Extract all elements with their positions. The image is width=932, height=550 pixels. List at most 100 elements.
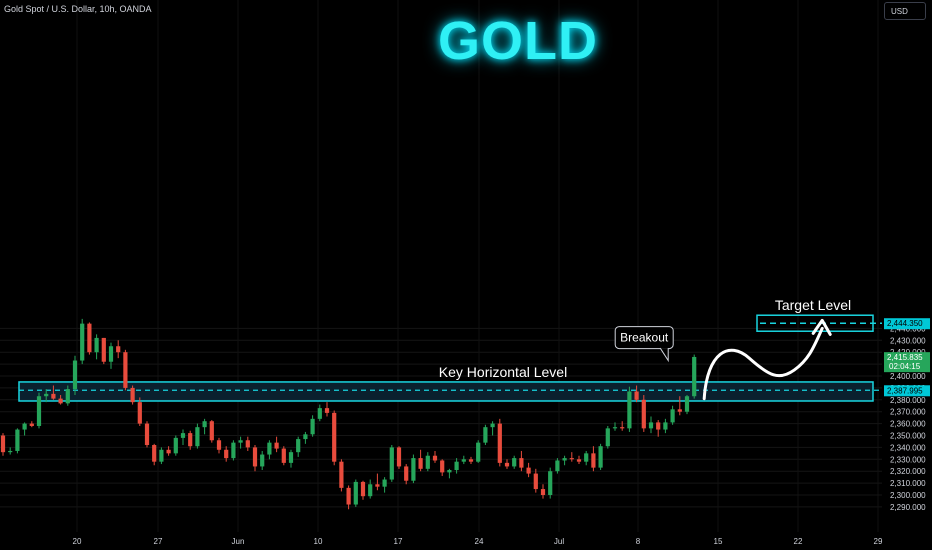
projection-arrow-path xyxy=(702,326,824,401)
candle-body xyxy=(447,470,452,473)
candle-body xyxy=(591,453,596,468)
candle-body xyxy=(418,458,423,469)
time-tick-label: 8 xyxy=(636,537,641,546)
candle-body xyxy=(555,460,560,472)
projection-arrowhead xyxy=(811,318,832,336)
candle-body xyxy=(152,445,157,462)
candle-body xyxy=(238,440,243,443)
time-tick-label: 29 xyxy=(874,537,883,546)
candle-body xyxy=(627,391,632,429)
candle-body xyxy=(648,422,654,429)
candle-body xyxy=(692,356,697,397)
breakout-callout-box xyxy=(614,326,674,350)
candle-body xyxy=(656,422,661,430)
candle-body xyxy=(94,337,99,353)
candle-body xyxy=(634,391,639,400)
candle-body xyxy=(346,487,351,505)
candle-body xyxy=(497,423,502,463)
candle-body xyxy=(641,399,646,429)
candle-body xyxy=(663,422,668,430)
candle-body xyxy=(310,418,315,435)
candle-body xyxy=(209,421,214,441)
candle-body xyxy=(224,449,229,459)
candle-body xyxy=(490,423,495,428)
candle-body xyxy=(252,447,258,467)
candle-body xyxy=(569,458,574,460)
candle-body xyxy=(36,396,42,426)
currency-selector[interactable]: USD xyxy=(884,2,926,20)
candle-body xyxy=(260,454,265,467)
candle-body xyxy=(202,421,207,428)
candle-body xyxy=(476,442,481,462)
price-tick-label: 2,300.000 xyxy=(890,491,926,500)
candle-body xyxy=(526,467,531,474)
breakout-label: Breakout xyxy=(620,331,669,345)
candle-body xyxy=(58,398,63,404)
candle-body xyxy=(87,323,92,353)
chart-headline: GOLD xyxy=(438,11,598,71)
target-price-tag-text: 2,444.350 xyxy=(887,319,923,328)
current-price-tag-text: 2,415.835 xyxy=(887,353,923,362)
key-level-price-tag-text: 2,387.995 xyxy=(887,386,923,395)
candle-body xyxy=(432,455,438,461)
breakout-callout-pointer xyxy=(659,347,669,363)
candle-body xyxy=(454,461,459,471)
price-tick-label: 2,340.000 xyxy=(890,443,926,452)
time-tick-label: 10 xyxy=(314,537,323,546)
candle-body xyxy=(245,440,250,448)
candle-body xyxy=(281,448,286,463)
current-price-tag: 2,415.835 02:04:15 xyxy=(884,352,930,373)
symbol-description[interactable]: Gold Spot / U.S. Dollar, 10h, OANDA xyxy=(4,4,152,14)
candle-body xyxy=(512,458,517,467)
candle-body xyxy=(288,452,294,463)
candle-body xyxy=(440,460,445,473)
candle-body xyxy=(670,409,675,423)
candle-body xyxy=(123,352,128,388)
candle-body xyxy=(504,462,510,467)
time-axis[interactable]: 20 27 Jun 10 17 24 Jul 8 15 22 29 xyxy=(73,537,883,546)
candle-body xyxy=(404,466,409,481)
candle-body xyxy=(137,402,142,424)
candle-body xyxy=(8,450,13,453)
price-tick-label: 2,400.000 xyxy=(890,372,926,381)
price-tick-label: 2,360.000 xyxy=(890,420,926,429)
candle-body xyxy=(130,387,135,403)
candle-body xyxy=(468,459,474,462)
candle-body xyxy=(65,389,70,404)
candle-body xyxy=(562,458,567,461)
candle-body xyxy=(44,393,49,397)
price-tick-label: 2,370.000 xyxy=(890,408,926,417)
target-level-label: Target Level xyxy=(775,297,851,313)
time-tick-label: 15 xyxy=(714,537,723,546)
candle-body xyxy=(620,427,625,429)
price-tick-label: 2,330.000 xyxy=(890,455,926,464)
candle-body xyxy=(598,446,603,468)
candle-body xyxy=(425,455,430,469)
candle-body xyxy=(173,437,178,454)
candle-body xyxy=(519,458,524,468)
candlestick-series xyxy=(0,318,697,510)
candle-body xyxy=(353,481,358,505)
candle-body xyxy=(296,439,301,453)
candle-body xyxy=(382,479,387,487)
candle-body xyxy=(0,435,6,453)
candle-body xyxy=(195,427,200,447)
candle-body xyxy=(396,447,402,467)
candle-body xyxy=(360,481,366,497)
candle-body xyxy=(274,442,279,449)
candle-body xyxy=(144,423,150,446)
time-tick-label: 22 xyxy=(794,537,803,546)
candle-body xyxy=(548,471,553,495)
price-tick-label: 2,310.000 xyxy=(890,479,926,488)
time-tick-label: Jul xyxy=(554,537,564,546)
candle-body xyxy=(231,442,236,459)
candle-body xyxy=(533,473,538,490)
price-tick-label: 2,320.000 xyxy=(890,467,926,476)
candle-body xyxy=(612,427,618,429)
target-price-tag: 2,444.350 xyxy=(884,318,930,330)
candle-body xyxy=(605,428,610,447)
candle-body xyxy=(188,433,193,447)
breakout-callout: Breakout xyxy=(614,326,674,363)
time-tick-label: Jun xyxy=(232,537,245,546)
